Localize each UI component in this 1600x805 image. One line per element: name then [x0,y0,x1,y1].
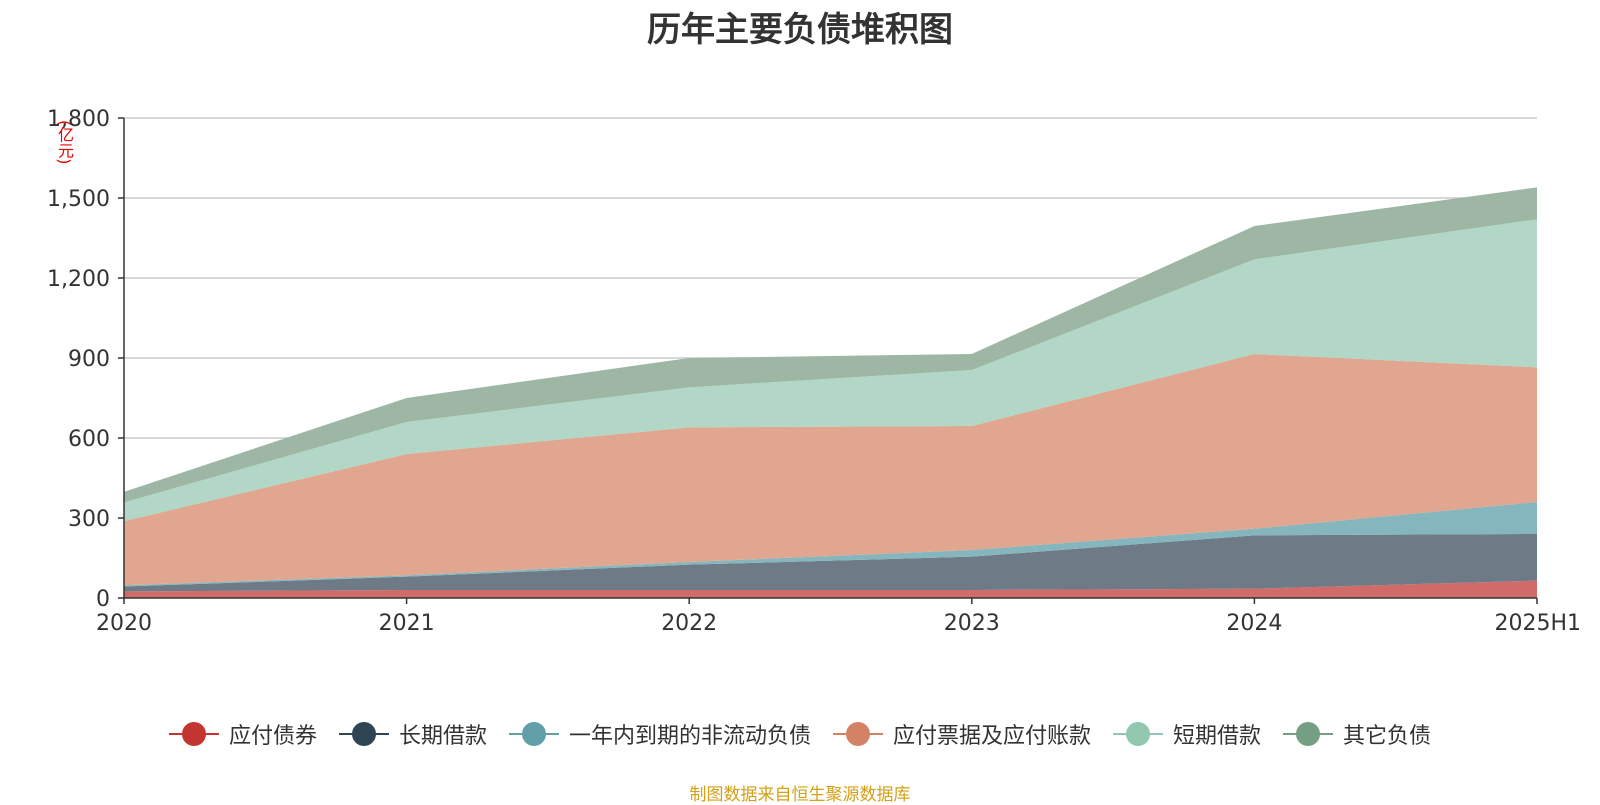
y-tick-label: 1,200 [47,267,110,292]
legend-label: 应付票据及应付账款 [893,724,1092,749]
legend-swatch-dot [1296,722,1321,746]
area-series-5 [124,219,1537,522]
legend-swatch [168,722,219,746]
legend-label: 其它负债 [1343,724,1432,749]
area-layer [124,187,1537,598]
legend-swatch [338,722,389,746]
area-series-1 [124,580,1537,598]
legend-swatch [508,722,559,746]
legend-swatch-dot [846,722,870,746]
y-tick-label: 1,500 [47,187,110,212]
legend: 应付债券 长期借款 一年内到期的非流动负债 应付票据及应付账款 短期借款 其它负债 [0,718,1600,750]
x-tick-label: 2020 [96,611,152,636]
legend-item-3[interactable]: 一年内到期的非流动负债 [508,718,811,750]
y-tick-label: 900 [68,347,110,372]
x-tick-label: 2024 [1226,611,1282,636]
y-tick-label: 300 [68,507,110,532]
legend-label: 应付债券 [228,724,317,749]
legend-swatch-dot [181,722,206,746]
y-tick-label: 600 [68,427,110,452]
y-axis-unit-label: (亿元) [55,120,74,165]
legend-item-5[interactable]: 短期借款 [1113,718,1261,750]
x-tick-label: 2021 [379,611,435,636]
area-series-2 [124,534,1537,592]
legend-label: 短期借款 [1173,724,1262,749]
chart-title: 历年主要负债堆积图 [647,10,953,50]
axis-layer: 0 300 600 900 1,200 1,500 1,800 2020 2021 2022 202… [47,107,1581,636]
x-tick-label: 2022 [661,611,717,636]
y-tick-label: 1,800 [47,107,110,132]
legend-item-6[interactable]: 其它负债 [1283,718,1431,750]
legend-item-4[interactable]: 应付票据及应付账款 [833,718,1091,750]
y-tick-label: 0 [96,587,110,612]
legend-swatch [833,722,883,746]
legend-label: 长期借款 [398,724,487,749]
stacked-area-chart: 0 300 600 900 1,200 1,500 1,800 2020 2021 2022 202… [47,107,1581,636]
legend-swatch-dot [521,722,546,746]
legend-label: 一年内到期的非流动负债 [568,724,811,749]
legend-item-1[interactable]: 应付债券 [168,718,317,750]
area-series-6 [124,187,1537,503]
legend-swatch-dot [1126,722,1151,746]
x-tick-label: 2025H1 [1494,611,1581,636]
legend-swatch [1283,722,1334,746]
legend-item-2[interactable]: 长期借款 [338,718,487,750]
area-series-4 [124,354,1537,586]
x-tick-label: 2023 [944,611,1000,636]
legend-swatch-dot [351,722,376,746]
legend-swatch [1113,722,1164,746]
data-source-note: 制图数据来自恒生聚源数据库 [689,785,911,805]
